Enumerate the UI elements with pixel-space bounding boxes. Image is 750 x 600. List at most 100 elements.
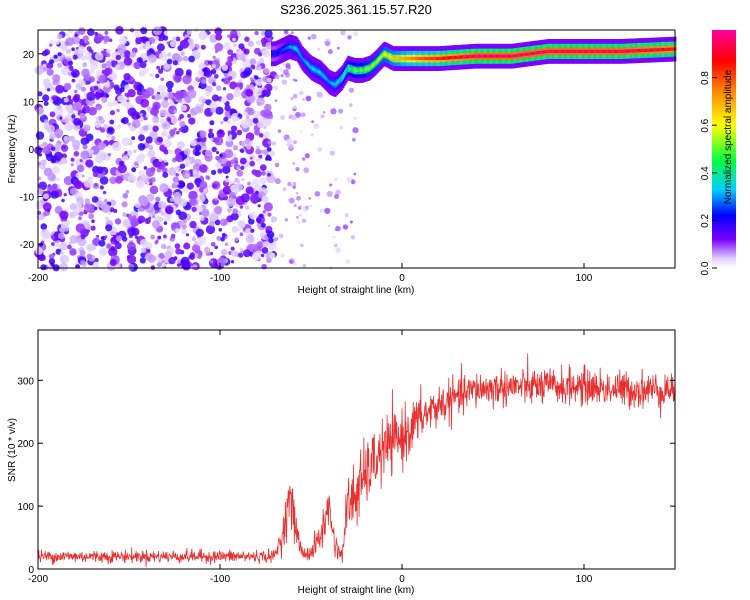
spectral-noise-dot (138, 46, 143, 51)
spectral-noise-dot (261, 195, 269, 203)
spectral-noise-dot (239, 157, 247, 165)
spectral-ridge-cell (346, 68, 348, 72)
spectral-ridge-cell (292, 46, 295, 50)
spectral-ridge-cell (326, 78, 329, 82)
spectral-ridge-cell (614, 49, 617, 54)
spectral-ridge-cell (364, 67, 367, 72)
spectral-ridge-cell (403, 56, 405, 61)
spectral-noise-dot (98, 116, 103, 121)
spectral-noise-dot (119, 36, 128, 45)
spectral-noise-dot (94, 31, 98, 36)
spectral-noise-dot (293, 204, 297, 208)
spectral-noise-dot (208, 184, 212, 188)
spectral-ridge-cell (491, 54, 493, 58)
spectral-noise-dot (167, 52, 172, 57)
spectral-noise-dot (133, 61, 141, 70)
spectral-noise-dot (61, 66, 70, 76)
spectral-noise-dot (101, 203, 111, 213)
spectral-noise-dot (146, 106, 152, 112)
spectral-noise-dot (154, 209, 159, 214)
spectral-noise-dot (90, 61, 99, 70)
spectral-noise-dot (195, 76, 200, 81)
spectral-noise-dot (346, 177, 352, 183)
spectral-ridge-cell (399, 56, 402, 61)
spectral-noise-dot (255, 148, 262, 155)
spectral-noise-dot (63, 117, 69, 123)
spectral-ridge-cell (569, 49, 571, 54)
spectral-ridge-cell (419, 56, 421, 61)
spectral-ridge-cell (640, 48, 642, 53)
spectral-ridge-cell (524, 52, 526, 57)
spectral-noise-dot (54, 105, 64, 116)
spectral-noise-dot (55, 243, 60, 248)
spectral-ridge-cell (319, 70, 321, 74)
spectral-noise-dot (300, 130, 303, 133)
x-tick-label: -200 (28, 574, 48, 585)
spectral-noise-dot (262, 119, 270, 127)
spectral-noise-dot (75, 264, 80, 269)
spectral-noise-dot (211, 94, 219, 102)
spectral-noise-dot (251, 179, 260, 188)
spectral-ridge-cell (651, 48, 653, 52)
spectral-ridge-cell (435, 56, 438, 61)
spectral-noise-dot (163, 234, 167, 239)
spectral-noise-dot (121, 137, 131, 147)
spectral-ridge-cell (418, 56, 420, 61)
spectral-noise-dot (59, 116, 63, 120)
spectral-noise-dot (335, 247, 342, 254)
spectral-ridge-cell (616, 49, 618, 54)
spectral-ridge-cell (278, 50, 280, 54)
spectral-ridge-cell (391, 55, 393, 60)
spectral-noise-dot (63, 176, 74, 186)
spectral-noise-dot (250, 228, 255, 233)
spectral-noise-dot (41, 50, 48, 57)
spectral-ridge-cell (331, 81, 333, 85)
spectral-noise-dot (244, 228, 253, 236)
spectral-noise-dot (182, 55, 189, 62)
spectral-ridge-cell (631, 49, 633, 53)
spectrogram-y-axis-label: Frequency (Hz) (7, 115, 18, 184)
spectral-ridge-cell (467, 55, 469, 59)
spectral-ridge-cell (522, 53, 524, 57)
spectral-noise-dot (140, 239, 148, 247)
spectral-noise-dot (204, 91, 211, 98)
spectral-ridge-cell (582, 49, 584, 54)
spectral-ridge-cell (483, 54, 486, 58)
spectral-noise-dot (216, 129, 225, 138)
spectral-noise-dot (42, 63, 47, 68)
spectral-noise-dot (61, 153, 67, 159)
spectral-noise-dot (272, 85, 279, 91)
spectral-ridge-cell (406, 56, 408, 61)
spectral-noise-dot (265, 41, 273, 50)
spectral-ridge-cell (538, 50, 540, 55)
spectral-noise-dot (128, 263, 135, 270)
spectral-noise-dot (145, 136, 153, 144)
spectral-noise-dot (70, 163, 74, 167)
spectral-noise-dot (260, 149, 265, 154)
spectral-ridge-cell (455, 55, 457, 60)
spectral-noise-dot (160, 109, 167, 117)
spectral-noise-dot (163, 138, 172, 148)
spectral-noise-dot (122, 219, 131, 228)
spectral-ridge-cell (476, 54, 478, 58)
spectral-noise-dot (302, 98, 305, 101)
spectral-noise-dot (256, 218, 262, 223)
spectral-noise-dot (122, 193, 129, 199)
spectral-noise-dot (47, 88, 51, 92)
spectral-noise-dot (139, 117, 144, 123)
spectral-noise-dot (57, 52, 62, 57)
spectral-noise-dot (247, 40, 254, 47)
spectral-noise-dot (280, 115, 285, 120)
spectral-noise-dot (190, 44, 195, 49)
spectral-noise-dot (105, 67, 113, 75)
spectral-noise-dot (58, 162, 62, 166)
spectral-ridge-cell (628, 49, 630, 53)
spectral-noise-dot (280, 253, 285, 258)
spectral-noise-dot (75, 223, 86, 233)
spectral-noise-dot (216, 85, 222, 91)
spectral-ridge-cell (359, 68, 361, 73)
spectral-ridge-cell (348, 66, 350, 71)
spectral-ridge-cell (428, 56, 430, 61)
spectral-noise-dot (261, 89, 269, 97)
spectral-ridge-cell (271, 52, 273, 56)
